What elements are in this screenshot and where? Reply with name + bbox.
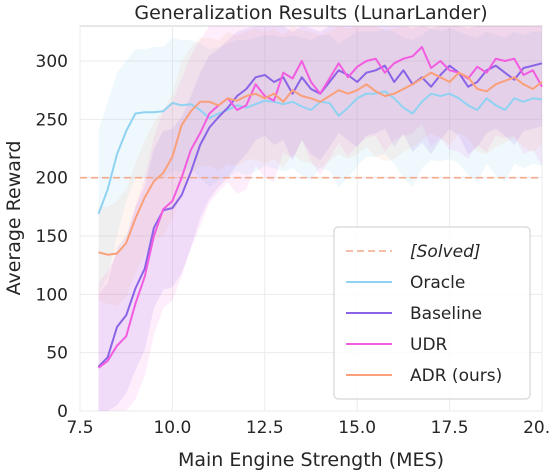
legend-label-solved: [Solved] (410, 242, 481, 262)
x-tick-label: 20.0 (523, 418, 551, 438)
x-tick-label: 15.0 (338, 418, 376, 438)
series-lines (97, 46, 543, 369)
x-tick-labels: 7.5 10.0 12.5 15.0 17.5 20.0 (66, 418, 551, 438)
y-tick-label: 200 (36, 169, 68, 189)
udr-band (98, 26, 542, 411)
x-tick-label: 10.0 (153, 418, 191, 438)
y-axis-label: Average Reward (3, 141, 25, 296)
legend: [Solved] Oracle Baseline UDR ADR (ours) (333, 226, 531, 400)
legend-label-adr-ours: ADR (ours) (410, 366, 502, 386)
adr-ours-line (98, 71, 543, 256)
x-tick-label: 17.5 (431, 418, 469, 438)
y-tick-label: 300 (36, 52, 68, 72)
legend-label-udr: UDR (410, 335, 448, 355)
y-tick-label: 100 (36, 285, 68, 305)
legend-label-oracle: Oracle (410, 273, 465, 293)
legend-label-baseline: Baseline (410, 304, 482, 324)
x-tick-label: 12.5 (246, 418, 284, 438)
adr-ours-band (98, 26, 542, 306)
y-tick-label: 250 (36, 110, 68, 130)
x-axis-label: Main Engine Strength (MES) (178, 449, 444, 471)
y-tick-label: 0 (57, 402, 68, 422)
baseline-band (98, 26, 542, 411)
y-tick-label: 150 (36, 227, 68, 247)
chart-title: Generalization Results (LunarLander) (134, 2, 487, 24)
legend-box (333, 226, 531, 400)
y-tick-labels: 0 50 100 150 200 250 300 (36, 52, 68, 422)
x-tick-label: 7.5 (66, 418, 93, 438)
grid-lines (79, 26, 543, 412)
y-tick-label: 50 (46, 344, 68, 364)
